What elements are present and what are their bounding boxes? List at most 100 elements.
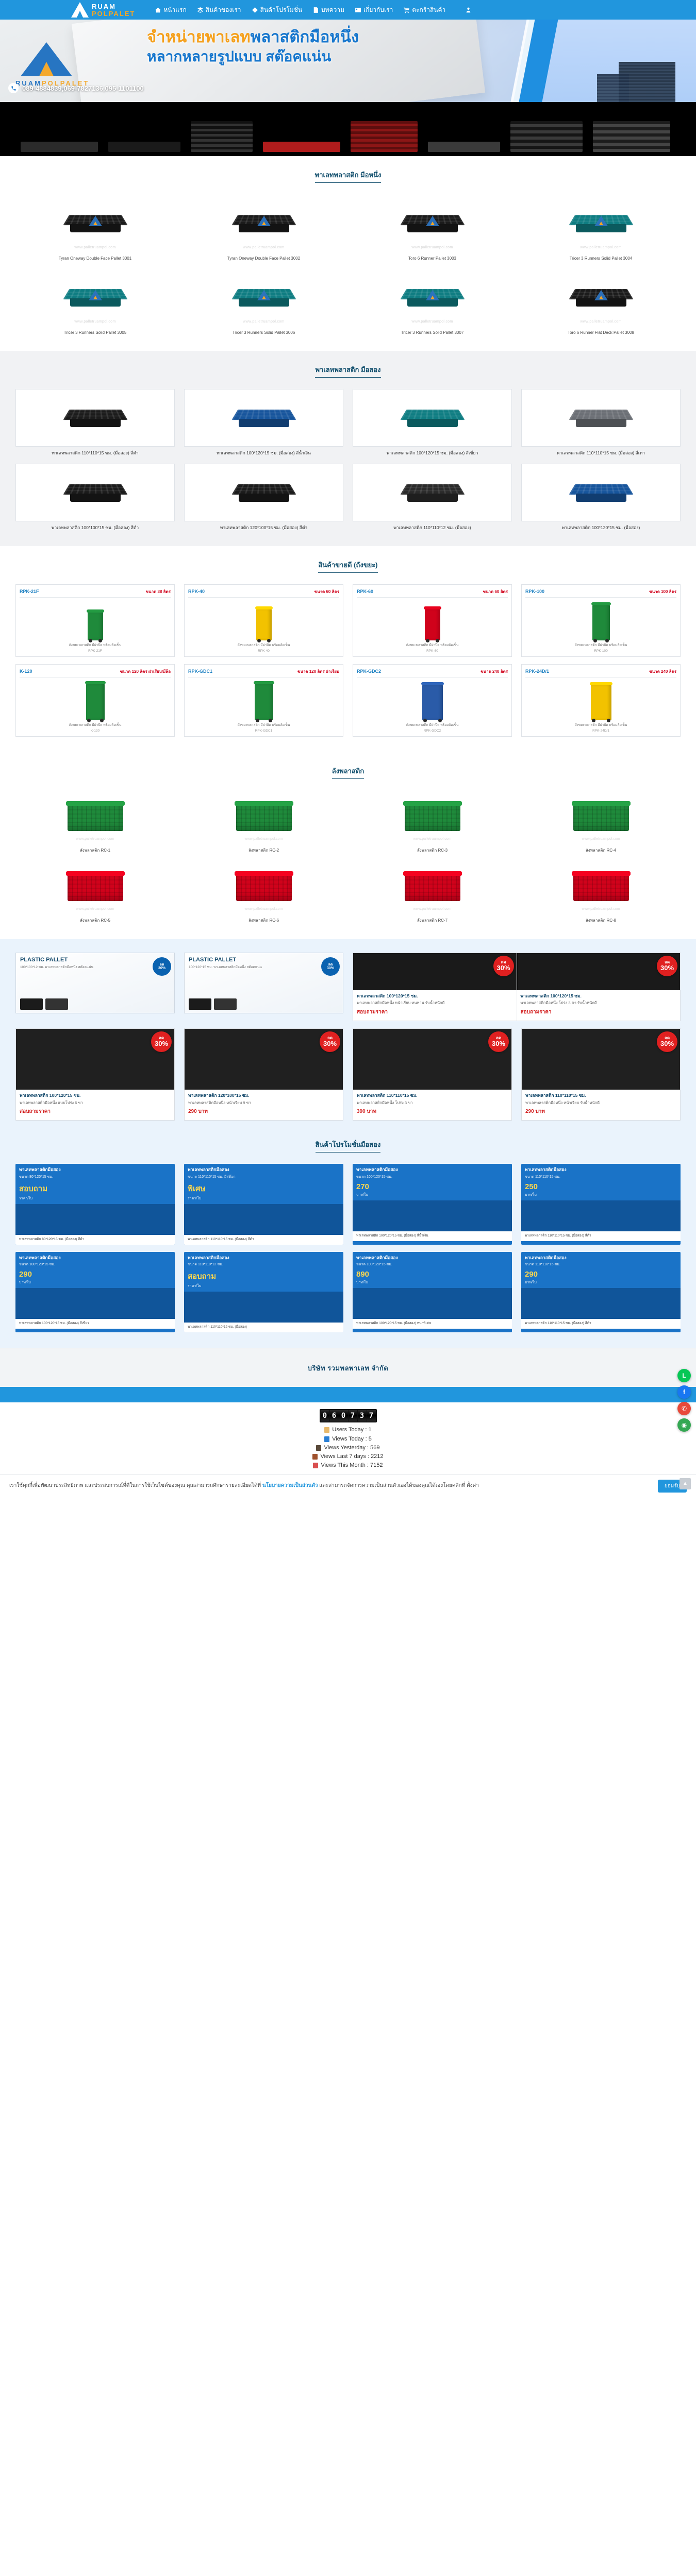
logo-triangle-icon <box>71 2 89 18</box>
hero-logo-url: www.palletruampol.com <box>27 88 65 91</box>
product-thumb: www.palletruampol.com <box>184 268 343 327</box>
nav-item-home[interactable]: หน้าแรก <box>155 5 187 15</box>
crate-card[interactable]: www.palletruampol.com ลังพลาสติก RC-7 <box>353 860 512 923</box>
promo-card[interactable]: ลด 30% พาเลทพลาสติก 120*100*15 ซม. พาเลท… <box>184 1028 343 1121</box>
bin-spec: ถังขยะพลาสติก มีฝาปิด พร้อมล้อเข็น <box>406 643 459 647</box>
site-logo[interactable]: RUAM POLPALET <box>71 2 135 18</box>
product-card[interactable]: www.palletruampol.com Tricer 3 Runners S… <box>521 194 681 261</box>
product-card[interactable]: www.palletruampol.com Tricer 3 Runners S… <box>15 268 175 335</box>
product-card[interactable]: www.palletruampol.com Tricer 3 Runners S… <box>184 268 343 335</box>
bin-card[interactable]: RPK-24D/1 ขนาด 240 ลิตร ถังขยะพลาสติก มี… <box>521 664 681 737</box>
product-card[interactable]: พาเลทพลาสติก 100*100*15 ซม. (มือสอง) สีด… <box>15 463 175 531</box>
bin-note: RPK-60 <box>426 649 438 653</box>
product-card[interactable]: www.palletruampol.com Tyran Oneway Doubl… <box>184 194 343 261</box>
product-card[interactable]: พาเลทพลาสติก 120*100*15 ซม. (มือสอง) สีด… <box>184 463 343 531</box>
watermark: www.palletruampol.com <box>243 320 285 324</box>
product-card[interactable]: พาเลทพลาสติก 100*120*15 ซม. (มือสอง) <box>521 463 681 531</box>
promo-used-card[interactable]: พาเลทพลาสติกมือสอง ขนาด 100*120*15 ซม. 2… <box>15 1251 175 1333</box>
map-button[interactable]: ◉ <box>677 1418 691 1432</box>
card-footer: พาเลทพลาสติก 100*120*15 ซม. (มือสอง) หนา… <box>353 1319 512 1329</box>
crate-card[interactable]: www.palletruampol.com ลังพลาสติก RC-3 <box>353 790 512 853</box>
stat-label: Users Today : 1 <box>332 1427 372 1433</box>
nav-item-articles[interactable]: บทความ <box>312 5 344 15</box>
facebook-button[interactable]: f <box>677 1385 691 1399</box>
flyer-card[interactable]: PLASTIC PALLET 100*120*15 ซม. พาเลทพลาสต… <box>184 952 343 1013</box>
promo-card[interactable]: ลด 30% พาเลทพลาสติก 100*120*15 ซม. พาเลท… <box>15 1028 175 1121</box>
promo-used-card[interactable]: พาเลทพลาสติกมือสอง ขนาด 100*120*15 ซม. 2… <box>353 1164 512 1245</box>
footer-blue-band <box>0 1387 696 1403</box>
crate-card[interactable]: www.palletruampol.com ลังพลาสติก RC-2 <box>184 790 343 853</box>
product-card[interactable]: www.palletruampol.com Toro 6 Runner Pall… <box>353 194 512 261</box>
section-title-promo-used: สินค้าโปรโมชั่นมือสอง <box>315 1139 381 1153</box>
product-card[interactable]: พาเลทพลาสติก 100*120*15 ซม. (มือสอง) สีเ… <box>353 389 512 456</box>
nav-item-products[interactable]: สินค้าของเรา <box>197 5 241 15</box>
phone-button[interactable]: ✆ <box>677 1401 691 1415</box>
nav-item-about[interactable]: เกี่ยวกับเรา <box>355 5 393 15</box>
bin-code: RPK-100 <box>525 589 545 594</box>
bin-card[interactable]: RPK-60 ขนาด 60 ลิตร ถังขยะพลาสติก มีฝาปิ… <box>353 584 512 657</box>
promo-used-card[interactable]: พาเลทพลาสติกมือสอง ขนาด 110*110*12 ซม. ส… <box>184 1251 343 1333</box>
product-card[interactable]: www.palletruampol.com Tricer 3 Runners S… <box>353 268 512 335</box>
card-price: 290 <box>525 1270 538 1279</box>
watermark: www.palletruampol.com <box>74 320 116 324</box>
pallet-illustration <box>568 402 634 433</box>
promo-used-card[interactable]: พาเลทพลาสติกมือสอง ขนาด 110*110*15 ซม. ม… <box>184 1164 343 1245</box>
crate-card[interactable]: www.palletruampol.com ลังพลาสติก RC-5 <box>15 860 175 923</box>
pallet-illustration <box>400 477 465 508</box>
watermark: www.palletruampol.com <box>244 837 283 841</box>
product-thumb <box>521 463 681 521</box>
promo-used-card[interactable]: พาเลทพลาสติกมือสอง ขนาด 100*120*15 ซม. 8… <box>353 1251 512 1333</box>
flyer-card[interactable]: PLASTIC PALLET 100*100*12 ซม. พาเลทพลาสต… <box>15 952 175 1013</box>
badge-top: ลด <box>664 959 670 964</box>
nav-item-cart[interactable]: ตะกร้าสินค้า <box>403 5 445 15</box>
bin-card[interactable]: K-120 ขนาด 120 ลิตร ฝาเรียบ/มีล้อ ถังขยะ… <box>15 664 175 737</box>
line-button[interactable]: L <box>677 1368 691 1382</box>
bin-card[interactable]: RPK-100 ขนาด 100 ลิตร ถังขยะพลาสติก มีฝา… <box>521 584 681 657</box>
product-card[interactable]: พาเลทพลาสติก 100*120*15 ซม. (มือสอง) สีน… <box>184 389 343 456</box>
stat-label: Views This Month : 7152 <box>321 1462 383 1468</box>
bin-card[interactable]: RPK-GDC1 ขนาด 120 ลิตร ฝาเรียบ ถังขยะพลา… <box>184 664 343 737</box>
nav-item-account[interactable] <box>465 7 472 13</box>
promo-card[interactable]: ลด 30% พาเลทพลาสติก 110*110*15 ซม. พาเลท… <box>521 1028 681 1121</box>
promo-used-card[interactable]: พาเลทพลาสติกมือสอง ขนาด 110*110*15 ซม. 2… <box>521 1164 681 1245</box>
product-thumb <box>15 463 175 521</box>
promo-used-card[interactable]: พาเลทพลาสติกมือสอง ขนาด 110*110*15 ซม. 2… <box>521 1251 681 1333</box>
bin-volume: ขนาด 100 ลิตร <box>649 589 676 594</box>
user-icon <box>324 1427 330 1433</box>
discount-badge: ลด 30% <box>657 955 677 976</box>
scroll-to-top-button[interactable]: ▲ <box>680 1478 691 1489</box>
bin-note: K-120 <box>90 729 100 733</box>
nav-item-promotions[interactable]: สินค้าโปรโมชั่น <box>252 5 302 15</box>
crate-card[interactable]: www.palletruampol.com ลังพลาสติก RC-8 <box>521 860 681 923</box>
bin-spec: ถังขยะพลาสติก มีฝาปิด พร้อมล้อเข็น <box>69 723 122 727</box>
bin-card[interactable]: RPK-21F ขนาด 38 ลิตร ถังขยะพลาสติก มีฝาป… <box>15 584 175 657</box>
card-size: ขนาด 110*110*15 ซม. <box>525 1263 560 1267</box>
crate-card[interactable]: www.palletruampol.com ลังพลาสติก RC-1 <box>15 790 175 853</box>
promo-card[interactable]: ลด 30% พาเลทพลาสติก 100*120*15 ซม. พาเลท… <box>353 952 681 1021</box>
grid-promo-used: พาเลทพลาสติกมือสอง ขนาด 80*120*15 ซม. สอ… <box>15 1164 681 1333</box>
product-thumb: www.palletruampol.com <box>184 194 343 252</box>
card-price: สอบถาม <box>19 1184 48 1193</box>
product-name: พาเลทพลาสติก 110*110*12 ซม. (มือสอง) <box>393 524 471 530</box>
hero-phone[interactable]: 089-4884839,069-7827136,095-1101100 <box>8 83 144 93</box>
month-icon <box>313 1462 319 1468</box>
product-card[interactable]: www.palletruampol.com Tyran Oneway Doubl… <box>15 194 175 261</box>
bin-code: RPK-60 <box>357 589 374 594</box>
logo-line-1: RUAM <box>92 2 116 10</box>
bin-note: RPK-24D/1 <box>592 729 609 733</box>
card-title: พาเลทพลาสติกมือสอง <box>356 1255 398 1260</box>
bin-card[interactable]: RPK-40 ขนาด 60 ลิตร ถังขยะพลาสติก มีฝาปิ… <box>184 584 343 657</box>
promo-card[interactable]: ลด 30% พาเลทพลาสติก 110*110*15 ซม. พาเลท… <box>353 1028 512 1121</box>
crate-card[interactable]: www.palletruampol.com ลังพลาสติก RC-6 <box>184 860 343 923</box>
section-title-bins: สินค้าขายดี (ถังขยะ) <box>318 560 378 573</box>
product-card[interactable]: www.palletruampol.com Toro 6 Runner Flat… <box>521 268 681 335</box>
flyer-pallets <box>20 998 68 1010</box>
privacy-policy-link[interactable]: นโยบายความเป็นส่วนตัว <box>262 1483 318 1489</box>
product-card[interactable]: พาเลทพลาสติก 110*110*15 ซม. (มือสอง) สีเ… <box>521 389 681 456</box>
bin-header: RPK-100 ขนาด 100 ลิตร <box>525 588 676 598</box>
promo-used-card[interactable]: พาเลทพลาสติกมือสอง ขนาด 80*120*15 ซม. สอ… <box>15 1164 175 1245</box>
bin-card[interactable]: RPK-GDC2 ขนาด 240 ลิตร ถังขยะพลาสติก มีฝ… <box>353 664 512 737</box>
product-card[interactable]: พาเลทพลาสติก 110*110*15 ซม. (มือสอง) สีด… <box>15 389 175 456</box>
crate-card[interactable]: www.palletruampol.com ลังพลาสติก RC-4 <box>521 790 681 853</box>
product-card[interactable]: พาเลทพลาสติก 110*110*12 ซม. (มือสอง) <box>353 463 512 531</box>
